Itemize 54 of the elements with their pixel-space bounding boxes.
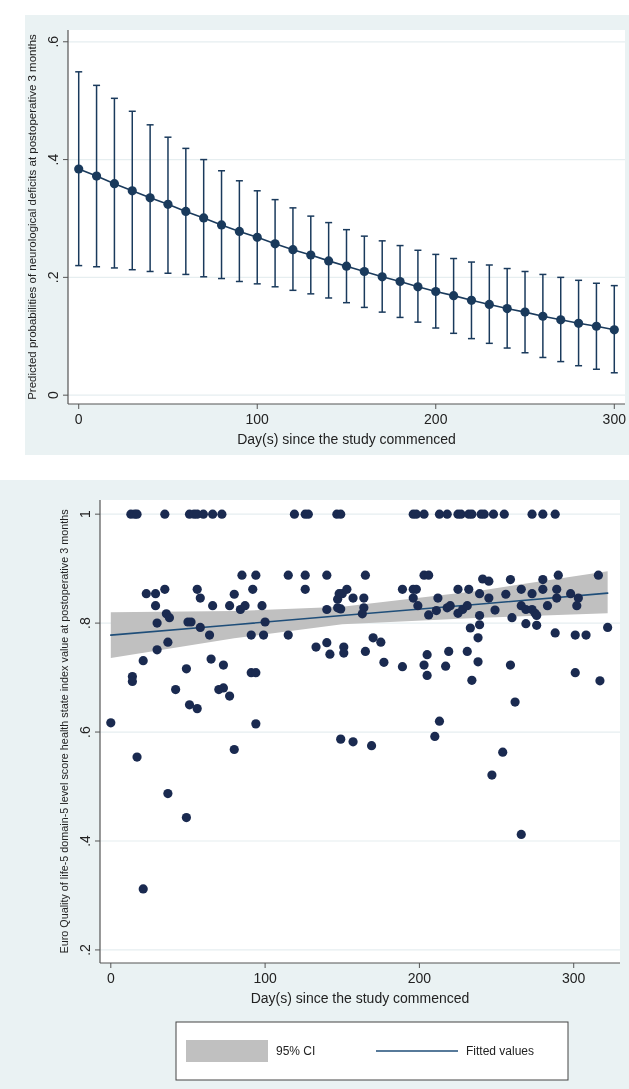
y-tick-label: .4 <box>45 153 61 166</box>
point <box>359 266 369 277</box>
text: 95% CI <box>276 1044 316 1058</box>
point <box>127 186 137 196</box>
y-tick-label: 0 <box>45 391 61 400</box>
y-tick-label: .6 <box>45 35 61 48</box>
point <box>252 232 262 242</box>
x-tick-label: 0 <box>106 970 115 986</box>
point <box>449 291 459 301</box>
point <box>556 315 566 325</box>
point <box>216 220 227 230</box>
point <box>591 321 602 331</box>
x-tick-label: 200 <box>407 970 432 986</box>
point <box>234 226 244 237</box>
point <box>341 261 352 271</box>
point <box>538 311 548 321</box>
point <box>466 295 477 305</box>
x-tick-label: 100 <box>253 970 277 986</box>
point <box>288 245 298 255</box>
point <box>145 193 155 203</box>
point <box>573 318 584 328</box>
point <box>520 307 530 317</box>
point <box>413 282 423 292</box>
y-axis-title: Predicted probabilities of neurological deficits at postoperative 3 months <box>26 33 38 400</box>
x-axis-title: Day(s) since the study commenced <box>237 431 456 447</box>
point <box>502 303 512 314</box>
point <box>431 286 441 297</box>
point <box>163 199 173 209</box>
y-tick-label: .6 <box>77 726 93 738</box>
y-tick-label: .2 <box>45 271 61 284</box>
line-series <box>110 592 609 636</box>
point <box>74 164 84 174</box>
point <box>199 213 209 223</box>
point <box>324 256 334 266</box>
point <box>484 299 494 310</box>
point <box>109 179 120 189</box>
x-tick-label: 100 <box>245 411 270 427</box>
point <box>306 250 316 260</box>
x-tick-label: 300 <box>562 970 586 986</box>
y-tick-label: .2 <box>77 943 93 956</box>
point <box>609 325 619 335</box>
y-axis-title: Euro Quality of life-5 domain-5 level score health state index value at postoperative 3 months <box>58 508 70 954</box>
x-tick-label: 300 <box>602 411 627 427</box>
x-tick-label: 200 <box>424 411 448 427</box>
text: Fitted values <box>466 1044 535 1058</box>
point <box>91 171 102 181</box>
point <box>181 206 191 216</box>
point <box>270 239 280 249</box>
point <box>395 276 405 287</box>
point <box>377 272 387 282</box>
x-axis-title: Day(s) since the study commenced <box>250 990 470 1006</box>
y-tick-label: 1 <box>77 510 93 519</box>
y-tick-label: .8 <box>77 617 93 629</box>
y-tick-label: .4 <box>77 834 93 847</box>
